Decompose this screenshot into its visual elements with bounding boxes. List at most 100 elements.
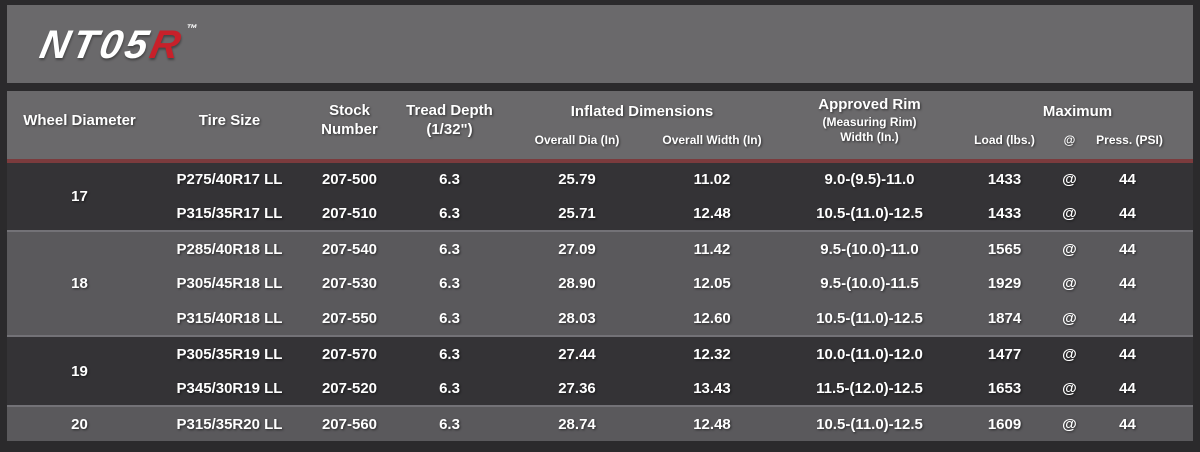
approved-rim-line1: Approved Rim [818,96,921,114]
table-body: 17 P275/40R17 LL 207-500 6.3 25.79 11.02… [7,161,1193,441]
press-cell: 44 [1092,230,1193,266]
overall-width-cell: 13.43 [647,371,777,406]
group-header-inflated-dimensions: Inflated Dimensions [507,91,777,131]
overall-dia-cell: 25.71 [507,196,647,231]
col-header-overall-width: Overall Width (In) [647,131,777,161]
overall-width-cell: 12.05 [647,266,777,301]
stock-number-cell: 207-500 [307,161,392,196]
load-cell: 1929 [962,266,1047,301]
tire-size-cell: P285/40R18 LL [152,230,307,266]
stock-header-line2: Number [321,121,378,138]
press-cell: 44 [1092,405,1193,441]
stock-number-cell: 207-560 [307,405,392,441]
load-cell: 1565 [962,230,1047,266]
approved-rim-cell: 10.5-(11.0)-12.5 [777,196,962,231]
press-cell: 44 [1092,266,1193,301]
stock-number-cell: 207-540 [307,230,392,266]
wheel-diameter-cell: 18 [7,230,152,336]
nt05r-logo: NT05R™ [36,22,199,67]
approved-rim-cell: 10.5-(11.0)-12.5 [777,405,962,441]
trademark-icon: ™ [184,22,199,35]
logo-band: NT05R™ [7,5,1193,83]
tread-depth-cell: 6.3 [392,405,507,441]
tread-header-line1: Tread Depth [406,101,493,119]
approved-rim-cell: 11.5-(12.0)-12.5 [777,371,962,406]
col-header-tire-size: Tire Size [152,91,307,161]
approved-rim-line3: Width (In.) [840,129,899,144]
tire-size-cell: P315/35R17 LL [152,196,307,231]
approved-rim-cell: 9.5-(10.0)-11.5 [777,266,962,301]
overall-width-cell: 11.02 [647,161,777,196]
col-header-tread-depth: Tread Depth (1/32") [392,91,507,161]
stock-number-cell: 207-570 [307,335,392,371]
load-cell: 1653 [962,371,1047,406]
press-cell: 44 [1092,371,1193,406]
press-cell: 44 [1092,161,1193,196]
press-cell: 44 [1092,301,1193,336]
stock-number-cell: 207-520 [307,371,392,406]
load-cell: 1433 [962,161,1047,196]
tread-depth-cell: 6.3 [392,335,507,371]
press-cell: 44 [1092,335,1193,371]
table-row: 17 P275/40R17 LL 207-500 6.3 25.79 11.02… [7,161,1193,231]
overall-dia-cell: 28.74 [507,405,647,441]
table-header: Wheel Diameter Tire Size Stock Number Tr… [7,91,1193,161]
approved-rim-cell: 9.5-(10.0)-11.0 [777,230,962,266]
col-header-overall-dia: Overall Dia (In) [507,131,647,161]
logo-text-nt05: NT05 [36,22,156,67]
tread-depth-cell: 6.3 [392,266,507,301]
load-cell: 1874 [962,301,1047,336]
wheel-diameter-cell: 20 [7,405,152,441]
at-cell: @ [1047,161,1092,196]
tread-depth-cell: 6.3 [392,230,507,266]
tire-size-cell: P345/30R19 LL [152,371,307,406]
table-row: P305/45R18 LL 207-530 6.3 28.90 12.05 9.… [7,266,1193,301]
group-header-maximum: Maximum [962,91,1193,131]
overall-width-cell: 12.48 [647,405,777,441]
col-header-load: Load (lbs.) [962,131,1047,161]
load-cell: 1609 [962,405,1047,441]
table-row: P345/30R19 LL 207-520 6.3 27.36 13.43 11… [7,371,1193,406]
at-cell: @ [1047,266,1092,301]
tread-depth-cell: 6.3 [392,301,507,336]
at-cell: @ [1047,196,1092,231]
approved-rim-line2: (Measuring Rim) [822,114,917,129]
overall-dia-cell: 27.44 [507,335,647,371]
wheel-diameter-cell: 17 [7,161,152,231]
stock-number-cell: 207-550 [307,301,392,336]
overall-width-cell: 12.48 [647,196,777,231]
approved-rim-cell: 9.0-(9.5)-11.0 [777,161,962,196]
tire-size-cell: P305/45R18 LL [152,266,307,301]
table-row: P315/35R17 LL 207-510 6.3 25.71 12.48 10… [7,196,1193,231]
tread-depth-cell: 6.3 [392,161,507,196]
overall-width-cell: 12.60 [647,301,777,336]
stock-header-line1: Stock [329,101,370,119]
col-header-stock-number: Stock Number [307,91,392,161]
overall-dia-cell: 25.79 [507,161,647,196]
overall-width-cell: 11.42 [647,230,777,266]
tread-header-line2: (1/32") [426,121,473,138]
stock-number-cell: 207-510 [307,196,392,231]
table-row: 20 P315/35R20 LL 207-560 6.3 28.74 12.48… [7,405,1193,441]
press-cell: 44 [1092,196,1193,231]
tire-spec-table: Wheel Diameter Tire Size Stock Number Tr… [7,91,1193,441]
at-cell: @ [1047,405,1092,441]
col-header-approved-rim: Approved Rim (Measuring Rim) Width (In.) [777,91,962,161]
tire-size-cell: P315/40R18 LL [152,301,307,336]
at-cell: @ [1047,371,1092,406]
overall-dia-cell: 28.90 [507,266,647,301]
col-header-at-symbol: @ [1047,131,1092,161]
load-cell: 1477 [962,335,1047,371]
at-cell: @ [1047,301,1092,336]
stock-number-cell: 207-530 [307,266,392,301]
at-cell: @ [1047,230,1092,266]
tire-size-cell: P305/35R19 LL [152,335,307,371]
overall-width-cell: 12.32 [647,335,777,371]
col-header-press: Press. (PSI) [1092,131,1193,161]
tread-depth-cell: 6.3 [392,196,507,231]
overall-dia-cell: 28.03 [507,301,647,336]
col-header-wheel-diameter: Wheel Diameter [7,91,152,161]
table-row: P315/40R18 LL 207-550 6.3 28.03 12.60 10… [7,301,1193,336]
wheel-diameter-cell: 19 [7,335,152,406]
